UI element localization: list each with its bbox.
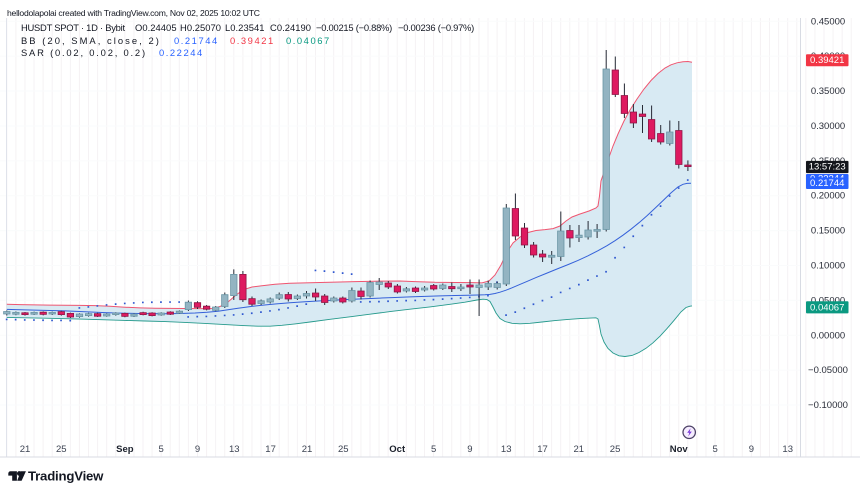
svg-text:0.00000: 0.00000 xyxy=(811,330,845,341)
svg-text:−0.05000: −0.05000 xyxy=(808,365,848,376)
svg-text:5: 5 xyxy=(712,444,717,455)
svg-text:0.10000: 0.10000 xyxy=(811,261,845,272)
svg-text:0.39421: 0.39421 xyxy=(810,55,844,66)
svg-text:0.30000: 0.30000 xyxy=(811,121,845,132)
svg-text:0.20000: 0.20000 xyxy=(811,191,845,202)
svg-text:13: 13 xyxy=(229,444,240,455)
svg-text:Oct: Oct xyxy=(389,444,406,455)
svg-text:13: 13 xyxy=(501,444,512,455)
svg-text:0.05000: 0.05000 xyxy=(811,295,845,306)
svg-text:9: 9 xyxy=(195,444,200,455)
svg-text:0.04067: 0.04067 xyxy=(810,302,844,313)
svg-text:0.21744: 0.21744 xyxy=(810,178,844,189)
svg-text:5: 5 xyxy=(431,444,436,455)
svg-text:5: 5 xyxy=(159,444,164,455)
svg-text:17: 17 xyxy=(537,444,548,455)
svg-text:0.35000: 0.35000 xyxy=(811,86,845,97)
svg-text:9: 9 xyxy=(749,444,754,455)
svg-text:−0.10000: −0.10000 xyxy=(808,400,848,411)
svg-text:9: 9 xyxy=(467,444,472,455)
svg-text:Nov: Nov xyxy=(670,444,689,455)
svg-text:13:57:23: 13:57:23 xyxy=(809,162,846,173)
svg-text:Sep: Sep xyxy=(116,444,134,455)
svg-text:13: 13 xyxy=(782,444,793,455)
svg-text:25: 25 xyxy=(610,444,621,455)
svg-text:21: 21 xyxy=(20,444,31,455)
svg-text:0.15000: 0.15000 xyxy=(811,226,845,237)
svg-text:25: 25 xyxy=(56,444,67,455)
svg-text:0.45000: 0.45000 xyxy=(811,16,845,27)
svg-text:TradingView: TradingView xyxy=(28,469,104,484)
svg-text:25: 25 xyxy=(338,444,349,455)
svg-text:21: 21 xyxy=(574,444,585,455)
svg-text:21: 21 xyxy=(302,444,313,455)
svg-text:17: 17 xyxy=(265,444,276,455)
